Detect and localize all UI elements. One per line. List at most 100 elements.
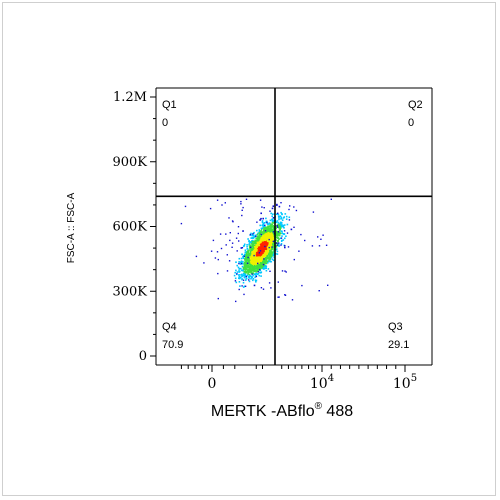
scatter-point [248,274,251,277]
scatter-point [265,259,268,262]
scatter-point [260,231,263,233]
scatter-point [265,232,267,235]
scatter-point [256,250,259,253]
scatter-point [260,233,262,236]
scatter-point [265,242,268,244]
scatter-point [252,247,254,250]
scatter-point [241,247,244,249]
scatter-point [241,273,243,276]
scatter-point [265,245,267,247]
scatter-point [255,263,257,266]
scatter-point [258,242,260,245]
scatter-point [249,244,252,247]
scatter-point [252,277,255,280]
scatter-point [284,237,286,240]
scatter-point [224,202,226,204]
scatter-point [256,264,259,267]
scatter-point [248,260,251,263]
scatter-point [280,218,282,220]
quadrant-value: 0 [408,117,414,129]
scatter-point [268,226,270,228]
scatter-point [262,268,265,270]
scatter-point [238,257,241,260]
y-tick-label: 300K [112,284,147,299]
scatter-point [271,207,274,210]
scatter-point [268,258,270,261]
scatter-point [250,253,253,256]
x-tick-label: 104 [310,373,334,392]
scatter-point [271,239,273,241]
scatter-point [269,219,272,222]
scatter-point [252,254,254,256]
scatter-point [261,224,263,227]
scatter-point [266,222,269,225]
scatter-point [263,260,265,263]
scatter-point [246,265,249,267]
scatter-point [269,223,272,226]
scatter-point [276,204,278,206]
scatter-point [266,260,269,263]
scatter-point [180,222,183,225]
scatter-point [247,257,250,259]
scatter-point [272,235,274,238]
scatter-point [231,246,233,248]
scatter-point [255,265,258,268]
scatter-point [237,226,240,228]
scatter-point [276,250,279,253]
scatter-point [263,258,265,260]
scatter-point [235,237,238,239]
scatter-point [262,232,264,234]
chart-frame [2,2,496,496]
scatter-point [238,271,240,273]
scatter-point [248,243,250,246]
scatter-point [250,248,252,250]
scatter-point [271,242,273,244]
scatter-point [267,260,270,262]
scatter-point [269,258,271,260]
scatter-point [275,246,278,248]
scatter-point [248,280,251,283]
scatter-point [253,254,255,257]
scatter-point [255,242,257,245]
scatter-point [259,254,261,257]
scatter-point [255,279,258,282]
scatter-point [256,273,259,275]
scatter-point [267,234,269,237]
scatter-point [243,264,246,267]
scatter-point [268,239,270,242]
scatter-point [263,207,265,209]
scatter-point [275,236,277,238]
scatter-point [249,269,251,272]
scatter-point [269,253,272,255]
scatter-point [266,251,268,253]
scatter-point [268,222,271,224]
scatter-point [254,234,257,237]
scatter-point [281,235,283,237]
scatter-point [268,246,270,249]
scatter-point [252,242,254,245]
scatter-point [268,229,271,232]
scatter-point [264,253,267,256]
scatter-point [255,256,258,259]
scatter-point [273,252,275,255]
scatter-point [259,224,261,227]
scatter-point [245,279,247,281]
scatter-point [243,274,246,277]
scatter-point [244,264,247,266]
scatter-point [267,243,270,245]
scatter-point [250,255,253,257]
scatter-point [249,246,252,248]
scatter-point [258,247,260,250]
y-tick-label: 900K [112,155,147,170]
scatter-point [256,243,258,246]
scatter-point [254,257,257,260]
scatter-point [266,255,269,257]
scatter-point [265,262,268,265]
scatter-point [272,238,275,240]
scatter-point [241,278,243,280]
scatter-point [276,242,278,244]
scatter-point [259,253,261,255]
scatter-point [266,235,268,238]
scatter-point [245,275,248,278]
